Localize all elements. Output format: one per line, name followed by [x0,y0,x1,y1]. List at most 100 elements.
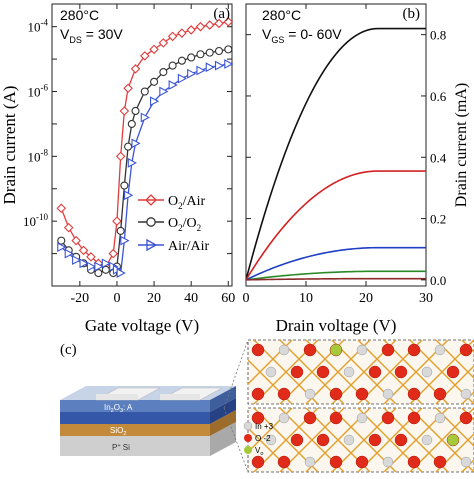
layer-label-igzo: In2O3: A [104,403,133,414]
output-curve [245,170,426,281]
lattice-atom [265,434,277,446]
legend-in3: In +3 [255,422,274,431]
y-tick-label: 0.6 [430,89,447,104]
data-point [204,20,215,30]
y-tick-label: 10-6 [28,83,49,100]
lattice-atom [434,344,446,356]
y-tick-label: 10-4 [28,18,49,35]
lattice-atom [368,433,382,447]
lattice-atom [329,343,343,357]
x-tick-label: -20 [70,291,89,306]
data-point [86,261,97,272]
lattice-atom [382,388,394,400]
lattice-atom [421,366,433,378]
panel-a-temperature: 280°C [60,7,99,23]
data-point [64,248,74,259]
data-point [124,190,134,201]
data-point [140,51,150,61]
data-point [158,38,169,48]
x-tick-label: 20 [147,291,161,306]
lattice-atom [381,343,395,357]
legend-o2: O -2 [255,434,271,443]
x-tick-label: 10 [299,291,313,306]
legend-entry-o2-o2: O2/O2 [168,216,201,233]
legend-vo: Vo [255,446,263,457]
lattice-atom [303,411,317,425]
atom-legend: In +3 O -2 Vo [243,421,274,457]
lattice-atom [316,433,330,447]
lattice-atom [278,412,290,424]
layer-label-p-si: P+ Si [112,443,130,452]
panel-a-plot-frame [51,3,233,287]
panel-b-xlabel: Drain voltage (V) [276,316,397,335]
lattice-atom [433,387,447,401]
data-point [168,80,178,90]
data-point [177,56,186,65]
lattice-atom [251,411,265,425]
lattice-atom [355,455,369,469]
lattice-atom [434,412,446,424]
y-tick-label: 0.0 [430,273,446,288]
data-point [159,68,168,77]
panel-c-graphic: (c) In2O3: A SiO2 P+ Si In [60,339,474,473]
data-point [57,242,67,253]
panel-a-log-transfer-chart: -20 0 20 40 60 10-4 10-6 10-8 10-10 (a) 280°C VD… [0,3,235,335]
output-curve [245,270,426,281]
panel-b-label: (b) [403,6,421,22]
lattice-atom [460,388,472,400]
data-point [150,77,159,86]
lattice-atom [460,456,472,468]
legend-entry-o2-air: O2/Air [168,194,206,211]
data-point [187,53,196,62]
data-point [127,119,136,128]
data-point [177,73,188,84]
legend-entry-air-air: Air/Air [168,239,210,254]
lattice-atom [368,365,382,379]
lattice-atom [407,455,421,469]
lattice-atom [329,387,343,401]
panel-b-temperature: 280°C [262,7,301,23]
lattice-atom [433,455,447,469]
data-point [124,142,133,151]
data-point [196,65,206,76]
lattice-atom [304,388,316,400]
data-point [186,25,196,35]
data-point [94,268,103,278]
lattice-atom [343,434,355,446]
panel-c-device-illustration: (c) In2O3: A SiO2 P+ Si In [0,338,474,474]
lattice-atom [304,456,316,468]
x-tick-label: 20 [359,291,373,306]
data-point [205,62,215,73]
x-tick-label: 60 [221,291,235,306]
data-point [78,245,89,256]
lattice-atom [265,366,277,378]
crystal-lattice-view [247,339,474,473]
lattice-atom [355,387,369,401]
lattice-atom [446,433,460,447]
data-point [72,255,82,265]
panel-a-label: (a) [213,6,230,22]
panel-a-legend: O2/Air O2/O2 Air/Air [138,194,210,254]
data-point [196,50,205,59]
lattice-atom [407,387,421,401]
lattice-atom [251,387,265,401]
data-point [205,48,214,57]
panel-b-vgs-annotation: VGS = 0- 60V [262,26,342,45]
lattice-atom [356,344,368,356]
legend-diamond-marker [145,194,157,206]
lattice-atom [343,366,355,378]
data-point [187,68,197,79]
output-curve [245,277,426,281]
data-point [131,138,141,149]
data-point [140,87,149,96]
lattice-atom [394,365,408,379]
x-tick-label: 0 [113,291,120,306]
y-tick-label: 10-10 [23,212,48,229]
lattice-atom [290,365,304,379]
data-point [56,203,67,213]
lattice-atom [329,455,343,469]
lattice-atom [290,433,304,447]
lattice-atom [382,456,394,468]
data-point [150,96,160,107]
lattice-atom [277,387,291,401]
